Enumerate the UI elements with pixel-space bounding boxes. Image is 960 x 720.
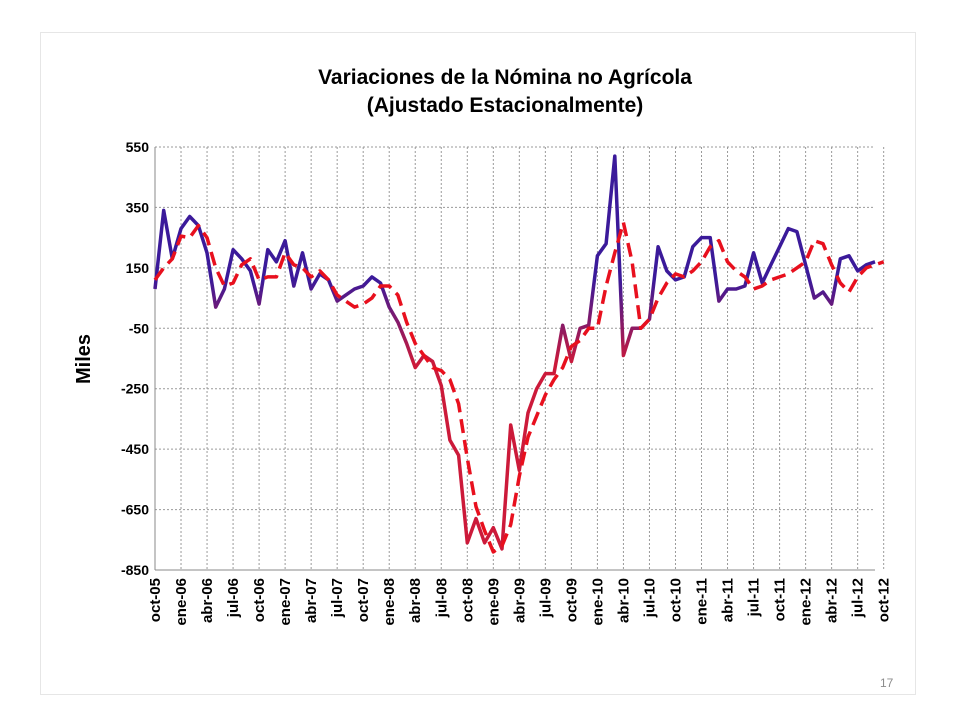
y-tick-label: -450 — [121, 441, 149, 457]
x-tick-label: jul-09 — [537, 578, 554, 618]
x-tick-label: abr-10 — [615, 578, 632, 623]
axes — [154, 147, 875, 571]
y-tick-label: -650 — [121, 502, 149, 518]
x-tick-label: oct-12 — [876, 578, 893, 622]
x-tick-label: oct-06 — [251, 578, 268, 622]
x-tick-label: abr-11 — [720, 578, 737, 622]
gridlines — [154, 146, 885, 571]
x-tick-label: jul-06 — [225, 578, 242, 618]
y-tick-label: -250 — [121, 381, 149, 397]
x-tick-label: abr-09 — [511, 578, 528, 623]
x-tick-label: ene-11 — [694, 578, 711, 625]
x-tick-label: abr-08 — [407, 578, 424, 623]
y-tick-labels: 550 350 150 -50 -250 -450 -650 -850 — [121, 139, 149, 578]
x-tick-labels: oct-05 ene-06 abr-06 jul-06 oct-06 ene-07 abr-… — [147, 578, 893, 626]
x-tick-label: jul-07 — [329, 578, 346, 618]
x-tick-label: jul-10 — [641, 578, 658, 618]
chart-subtitle: (Ajustado Estacionalmente) — [367, 94, 644, 117]
x-tick-label: ene-06 — [173, 578, 190, 626]
y-tick-label: 150 — [126, 260, 150, 276]
x-tick-label: oct-08 — [459, 578, 476, 622]
x-tick-label: jul-11 — [746, 578, 763, 617]
series-line-actual — [153, 154, 876, 551]
slide-frame — [40, 32, 916, 695]
x-tick-label: oct-11 — [772, 578, 789, 621]
chart-title: Variaciones de la Nómina no Agrícola — [318, 66, 692, 89]
y-tick-label: -50 — [129, 320, 149, 336]
y-axis-label: Miles — [73, 334, 95, 384]
x-tick-label: ene-08 — [381, 578, 398, 626]
x-tick-label: oct-05 — [147, 578, 164, 622]
x-tick-label: ene-12 — [798, 578, 815, 626]
x-tick-label: oct-10 — [667, 578, 684, 622]
x-tick-label: ene-09 — [485, 578, 502, 626]
y-tick-label: -850 — [121, 562, 149, 578]
x-tick-label: oct-07 — [355, 578, 372, 622]
y-tick-label: 550 — [126, 139, 150, 155]
series-lines — [153, 154, 885, 554]
x-tick-label: jul-08 — [433, 578, 450, 618]
x-tick-label: abr-07 — [303, 578, 320, 623]
x-tick-label: oct-09 — [563, 578, 580, 622]
x-tick-label: ene-07 — [277, 578, 294, 626]
x-tick-label: abr-06 — [199, 578, 216, 623]
x-tick-label: abr-12 — [824, 578, 841, 623]
series-line-trend — [153, 220, 885, 554]
x-tick-label: ene-10 — [589, 578, 606, 626]
page-number: 17 — [880, 676, 894, 690]
x-tick-label: jul-12 — [850, 578, 867, 618]
y-tick-label: 350 — [126, 199, 150, 215]
